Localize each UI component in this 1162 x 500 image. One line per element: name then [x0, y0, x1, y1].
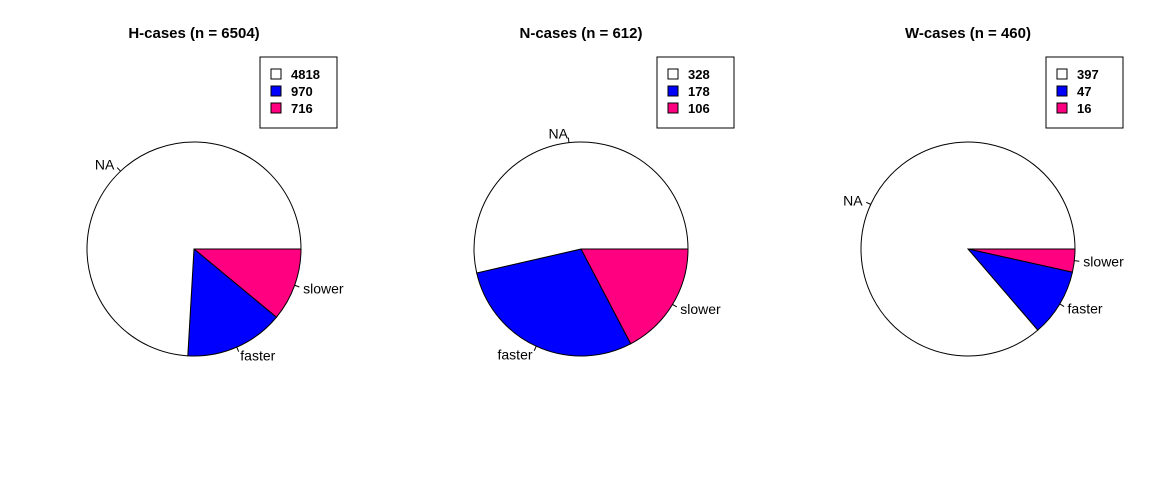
slice-label-tick — [236, 346, 240, 352]
legend-swatch — [667, 102, 679, 114]
legend: 328 178 106 — [656, 56, 735, 129]
pie-panel-2: W-cases (n = 460) slower faster NA 397 47 16 — [843, 25, 1124, 357]
legend-swatch — [270, 68, 282, 80]
chart-title: N-cases (n = 612) — [520, 25, 643, 42]
pie-panel-0: H-cases (n = 6504) slower faster NA 4818 970 7… — [86, 25, 344, 363]
slice-label-faster: faster — [240, 347, 275, 363]
slice-label-tick — [672, 303, 678, 308]
slice-label-slower: slower — [303, 280, 344, 296]
legend: 4818 970 716 — [259, 56, 338, 129]
pie-slice-na — [860, 141, 1076, 357]
slice-label-slower: slower — [680, 301, 721, 317]
pie-slice-slower — [192, 248, 302, 318]
chart-title: H-cases (n = 6504) — [128, 25, 259, 42]
legend-swatch — [667, 68, 679, 80]
legend-swatch — [270, 102, 282, 114]
legend-label: 178 — [688, 84, 710, 99]
slice-label-tick — [533, 345, 537, 351]
legend-swatch — [1056, 102, 1068, 114]
legend-label: 970 — [291, 84, 313, 99]
legend-box — [259, 56, 338, 129]
legend-label: 328 — [688, 67, 710, 82]
legend-swatch — [270, 85, 282, 97]
slice-label-tick — [1059, 303, 1065, 307]
legend-label: 47 — [1077, 84, 1091, 99]
legend: 397 47 16 — [1045, 56, 1124, 129]
slice-label-na: NA — [843, 193, 863, 209]
slice-label-slower: slower — [1083, 254, 1124, 270]
legend-label: 716 — [291, 101, 313, 116]
pie-panel-1: N-cases (n = 612) slower faster NA 328 178 106 — [473, 25, 735, 362]
slice-label-tick — [865, 201, 871, 205]
slice-label-tick — [1074, 260, 1080, 262]
slice-label-faster: faster — [498, 346, 533, 362]
legend-label: 4818 — [291, 67, 320, 82]
slice-label-tick — [294, 284, 300, 288]
slice-label-na: NA — [548, 126, 568, 142]
pie-slice-slower — [580, 248, 689, 345]
pie-slice-faster — [476, 248, 632, 357]
legend-swatch — [667, 85, 679, 97]
slice-label-faster: faster — [1068, 301, 1103, 317]
slice-label-tick — [567, 137, 570, 143]
legend-swatch — [1056, 68, 1068, 80]
chart-title: W-cases (n = 460) — [905, 25, 1031, 42]
legend-label: 106 — [688, 101, 710, 116]
slice-label-na: NA — [95, 157, 115, 173]
slice-label-tick — [116, 167, 121, 172]
legend-label: 16 — [1077, 101, 1091, 116]
legend-swatch — [1056, 85, 1068, 97]
legend-label: 397 — [1077, 67, 1099, 82]
